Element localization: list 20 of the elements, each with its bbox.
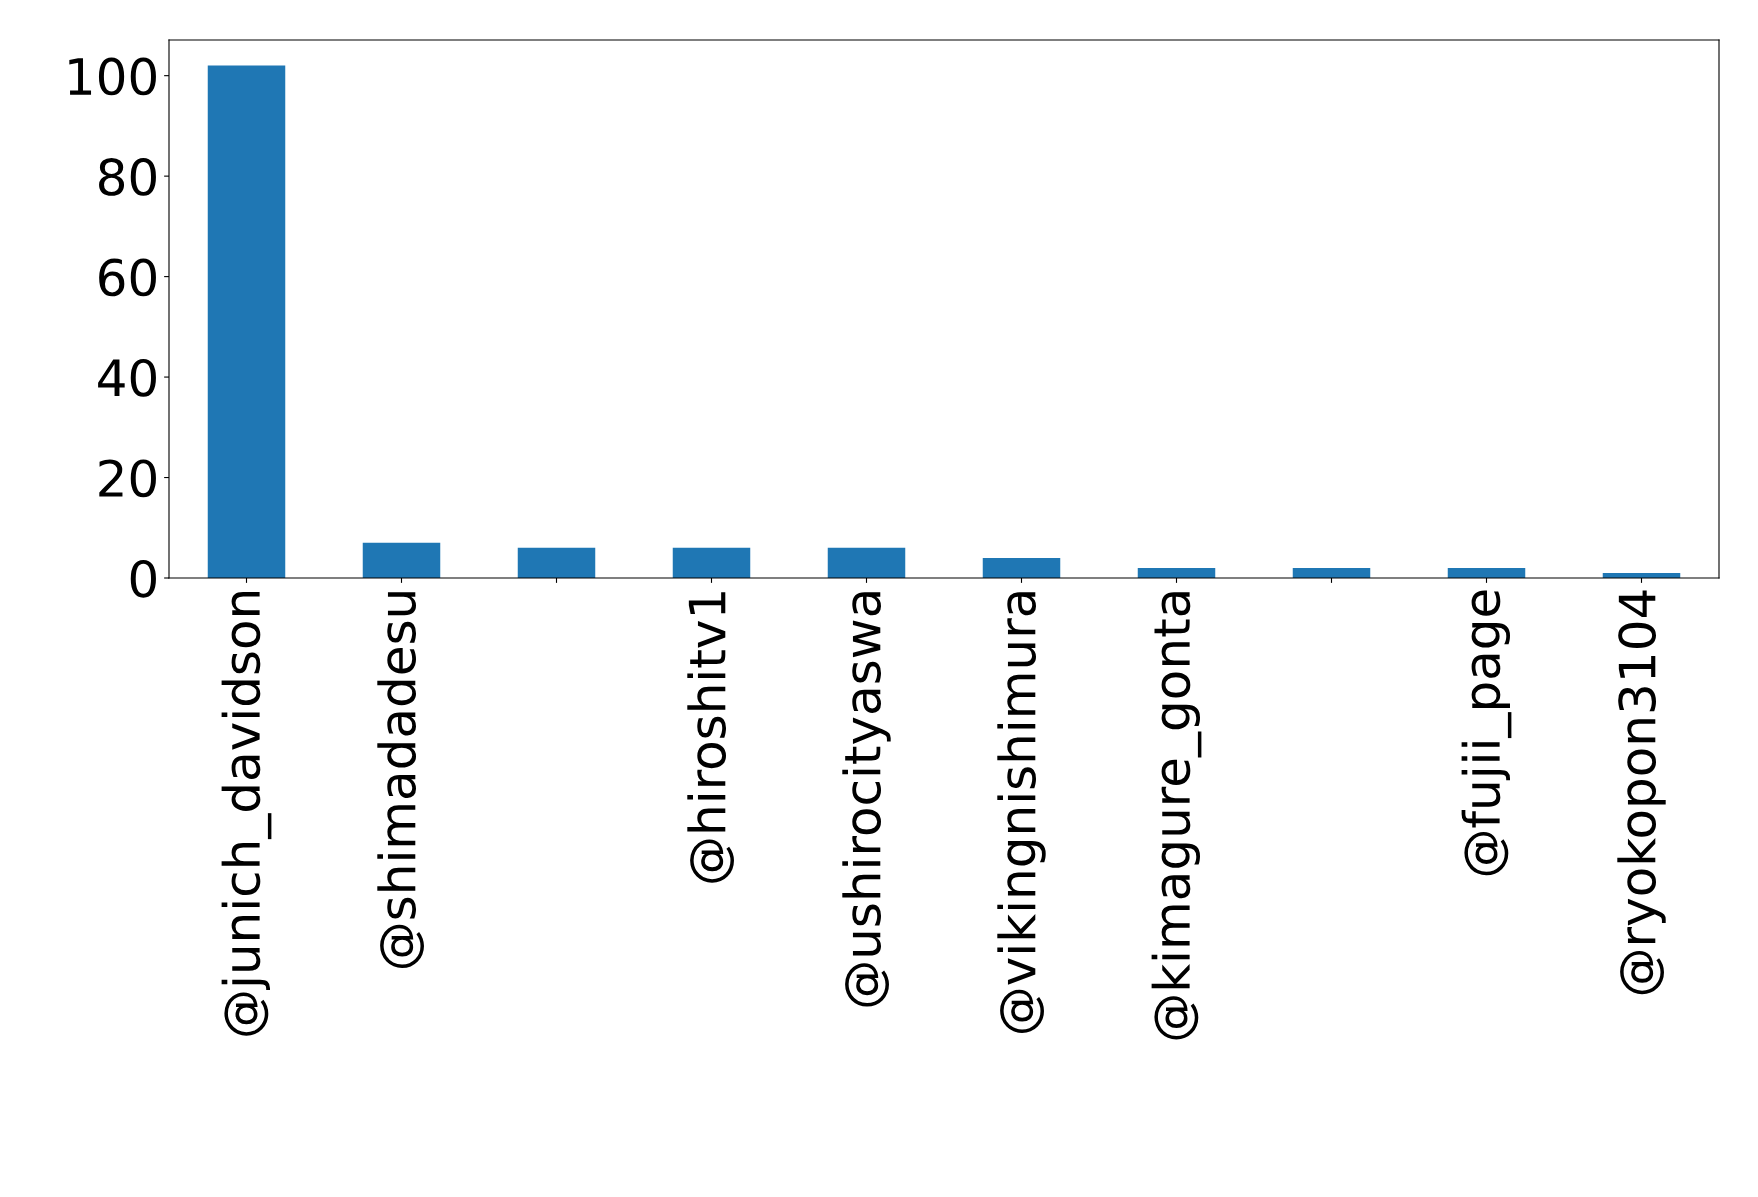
y-tick-label: 0: [130, 559, 156, 598]
bar: [517, 547, 596, 578]
x-tick-label: @ryokopon3104: [1617, 590, 1666, 995]
x-tick-label: @junich_davidson: [221, 591, 272, 1036]
bar: [672, 547, 751, 578]
y-tick-label: 100: [69, 57, 156, 96]
y-tick-label: 20: [99, 459, 156, 498]
y-tick-label: 40: [98, 358, 156, 397]
y-tick-label: 80: [99, 158, 156, 196]
x-tick-label: @hiroshitv1: [687, 592, 734, 883]
bar: [362, 542, 441, 578]
bar: [982, 557, 1061, 578]
bar: [827, 547, 906, 578]
x-tick-label: @shimadadesu: [377, 592, 424, 969]
x-tick-label: @vikingnishimura: [997, 592, 1046, 1033]
x-tick-label: @fujii_page: [1461, 590, 1512, 876]
x-tick-label: @ushirocityaswa: [842, 592, 891, 1007]
x-tick-label: @kimagure_gonta: [1151, 592, 1202, 1040]
bar: [207, 65, 286, 578]
y-tick-label: 60: [99, 258, 156, 297]
